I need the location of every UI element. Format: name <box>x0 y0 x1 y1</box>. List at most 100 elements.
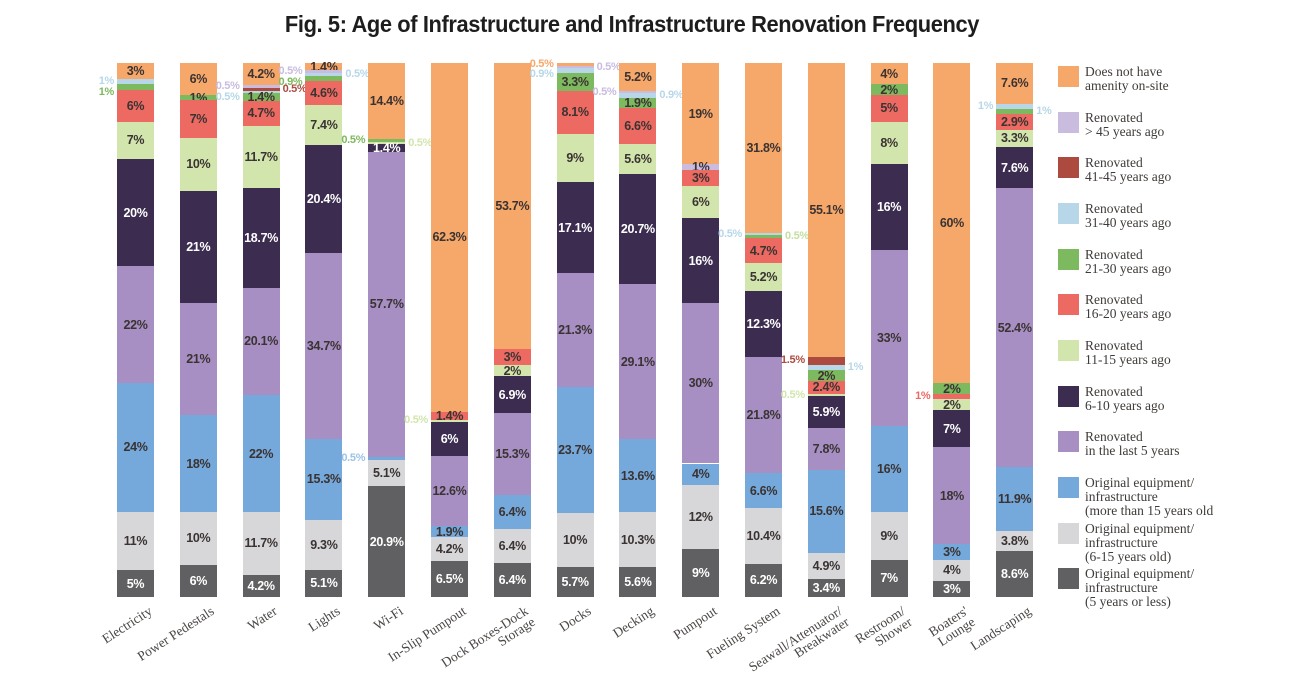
bar-segment-water-ren_gt45 <box>242 85 280 89</box>
bar-segment-fueling-system-orig_gt15 <box>745 473 782 509</box>
legend-swatch-ren_41_45 <box>1058 157 1079 179</box>
segment-value-label: 2.4% <box>812 380 841 395</box>
bar-segment-restroom-shower-ren_6_10 <box>870 164 908 250</box>
bar-segment-water-orig_le5 <box>242 574 280 597</box>
bar-segment-fueling-system-ren_31_40 <box>745 232 782 236</box>
bar-segment-pumpout-orig_le5 <box>682 548 720 597</box>
segment-value-label: 18% <box>186 456 211 471</box>
segment-value-label: 6.4% <box>498 572 527 587</box>
segment-value-label-outside: 0.9% <box>659 89 684 102</box>
segment-value-label: 31.8% <box>746 140 781 155</box>
bar-segment-power-pedestals-orig_6_15 <box>179 511 217 565</box>
segment-value-label: 18.7% <box>244 231 279 246</box>
segment-value-label: 6% <box>691 194 710 209</box>
bar-segment-in-slip-pumpout-orig_gt15 <box>431 526 468 538</box>
segment-value-label: 10% <box>563 532 588 547</box>
legend-swatch-ren_last5 <box>1058 431 1079 453</box>
segment-value-label: 5.1% <box>373 466 401 481</box>
segment-value-label: 34.7% <box>306 339 341 353</box>
segment-value-label: 4.9% <box>812 558 841 573</box>
bar-segment-restroom-shower-orig_6_15 <box>870 511 908 560</box>
segment-value-label-outside: 0.5% <box>592 85 617 98</box>
segment-value-label-outside: 0.9% <box>278 75 303 88</box>
bar-segment-boaters-lounge-ren_11_15 <box>933 399 971 411</box>
segment-value-label: 21% <box>186 240 211 255</box>
segment-value-label-outside: 0.5% <box>529 57 554 70</box>
segment-value-label: 5.2% <box>624 69 652 84</box>
bar-segment-wi-fi-no_amenity <box>368 63 406 140</box>
bar-segment-landscaping-orig_le5 <box>996 551 1034 597</box>
bar-segment-wi-fi-ren_11_15 <box>368 141 406 145</box>
segment-value-label-outside: 0.5% <box>215 80 240 93</box>
bar-segment-wi-fi-orig_le5 <box>368 486 406 597</box>
bar-segment-electricity-ren_6_10 <box>117 159 154 266</box>
bar-segment-landscaping-orig_gt15 <box>996 467 1034 531</box>
segment-value-label-outside: 1% <box>98 75 115 88</box>
segment-value-label: 6.9% <box>498 387 527 402</box>
bar-segment-dock-boxes-dock-storage-ren_11_15 <box>493 365 531 377</box>
segment-value-label: 20.9% <box>369 534 404 549</box>
legend-swatch-orig_6_15 <box>1058 522 1079 544</box>
bar-segment-seawall-attenuator-breakwater-ren_16_20 <box>807 380 845 394</box>
bar-segment-fueling-system-orig_le5 <box>745 563 782 597</box>
segment-value-label: 8% <box>880 136 898 151</box>
segment-value-label: 62.3% <box>432 230 467 245</box>
segment-value-label: 2% <box>817 368 836 383</box>
bar-segment-landscaping-ren_16_20 <box>996 114 1034 130</box>
bar-segment-lights-ren_31_40 <box>305 73 343 76</box>
bar-segment-docks-ren_21_30 <box>556 73 594 91</box>
bar-segment-boaters-lounge-no_amenity <box>933 63 971 384</box>
segment-value-label: 55.1% <box>809 202 844 217</box>
bar-segment-pumpout-ren_16_20 <box>682 169 720 186</box>
bar-segment-water-orig_6_15 <box>242 512 280 575</box>
legend-swatch-no_amenity <box>1058 66 1079 87</box>
bar-segment-decking-ren_gt45 <box>619 90 657 94</box>
bar-segment-seawall-attenuator-breakwater-no_amenity <box>807 63 845 357</box>
bar-segment-landscaping-ren_31_40 <box>996 103 1034 109</box>
bar-segment-pumpout-orig_gt15 <box>682 463 720 485</box>
segment-value-label: 5% <box>126 576 145 591</box>
segment-value-label: 18% <box>939 488 964 503</box>
bar-segment-lights-ren_6_10 <box>305 144 343 254</box>
bar-segment-water-ren_16_20 <box>242 100 280 126</box>
bar-segment-lights-ren_last5 <box>305 253 343 439</box>
segment-value-label: 11% <box>123 533 148 548</box>
bar-segment-water-ren_21_30 <box>242 93 280 101</box>
segment-value-label: 57.7% <box>369 297 404 312</box>
segment-value-label: 6% <box>126 98 145 113</box>
bar-segment-docks-ren_16_20 <box>556 90 594 134</box>
segment-value-label: 15.3% <box>306 472 341 487</box>
segment-value-label: 5.6% <box>624 575 652 590</box>
segment-value-label-outside: 0.5% <box>785 230 809 243</box>
segment-value-label: 17.1% <box>558 220 593 235</box>
segment-value-label: 15.3% <box>495 446 530 461</box>
segment-value-label: 21.3% <box>558 323 593 337</box>
legend-label-ren_31_40: Renovated 31-40 years ago <box>1085 200 1172 230</box>
bar-segment-decking-orig_le5 <box>619 567 657 597</box>
segment-value-label: 12% <box>688 509 713 524</box>
bar-segment-seawall-attenuator-breakwater-ren_6_10 <box>807 396 845 428</box>
segment-value-label: 10% <box>186 531 211 546</box>
segment-value-label: 20.1% <box>244 334 279 349</box>
bar-segment-in-slip-pumpout-orig_le5 <box>431 560 468 597</box>
segment-value-label: 3.3% <box>561 74 589 89</box>
bar-segment-boaters-lounge-orig_6_15 <box>933 559 971 581</box>
legend-label-orig_6_15: Original equipment/infrastructure (6-15 y… <box>1085 520 1195 564</box>
bar-segment-electricity-orig_gt15 <box>117 383 154 512</box>
segment-value-label: 20.7% <box>620 221 655 236</box>
segment-value-label-outside: 1% <box>847 361 864 374</box>
bar-segment-power-pedestals-ren_last5 <box>179 303 217 416</box>
segment-value-label: 21.8% <box>746 407 781 422</box>
bar-segment-decking-no_amenity <box>619 63 657 91</box>
bar-segment-lights-no_amenity <box>305 63 343 71</box>
segment-value-label: 4.2% <box>247 67 275 82</box>
segment-value-label: 33% <box>877 331 902 345</box>
bar-segment-landscaping-ren_6_10 <box>996 147 1034 188</box>
bar-segment-dock-boxes-dock-storage-no_amenity <box>493 63 531 350</box>
segment-value-label: 2% <box>943 397 961 412</box>
segment-value-label-outside: 0.9% <box>529 68 554 81</box>
segment-value-label-outside: 0.5% <box>408 136 433 149</box>
bar-segment-landscaping-ren_11_15 <box>996 129 1034 148</box>
